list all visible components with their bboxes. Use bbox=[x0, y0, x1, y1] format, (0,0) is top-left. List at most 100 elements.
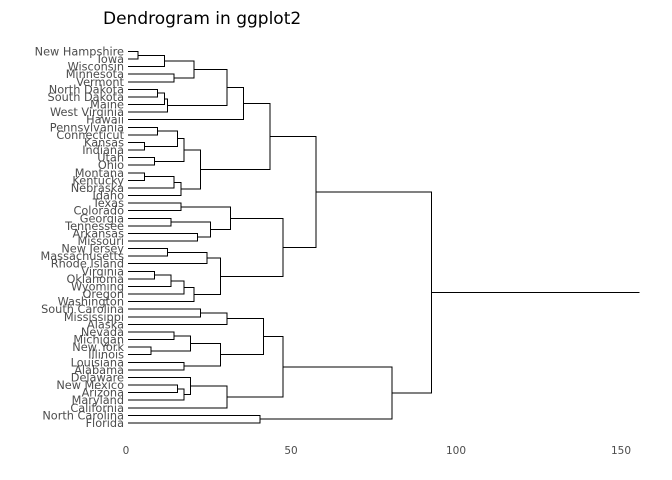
dendrogram-branches bbox=[128, 51, 640, 424]
branch-m16 bbox=[128, 176, 175, 189]
branch-m25 bbox=[128, 248, 169, 257]
leaf-labels: New HampshireIowaWisconsinMinnesotaVermo… bbox=[35, 46, 125, 430]
x-tick-label-50: 50 bbox=[284, 445, 297, 457]
branch-m07 bbox=[128, 98, 169, 113]
leaf-label-pennsylvania: Pennsylvania bbox=[50, 121, 124, 134]
branch-m13 bbox=[128, 157, 155, 166]
branch-m49 bbox=[316, 191, 433, 394]
branch-m36 bbox=[128, 331, 175, 341]
branch-m48 bbox=[260, 366, 393, 420]
branch-m33 bbox=[269, 136, 317, 248]
leaf-label-south-dakota: South Dakota bbox=[48, 91, 124, 104]
branch-m12 bbox=[144, 130, 178, 147]
branch-m42 bbox=[128, 384, 178, 394]
leaf-label-new-jersey: New Jersey bbox=[61, 243, 124, 256]
leaf-label-mississippi: Mississippi bbox=[64, 311, 124, 324]
leaf-label-west-virginia: West Virginia bbox=[50, 106, 124, 119]
branch-m24 bbox=[180, 206, 231, 231]
leaf-label-alabama: Alabama bbox=[74, 364, 124, 377]
chart-title: Dendrogram in ggplot2 bbox=[103, 9, 301, 29]
branch-m38 bbox=[151, 335, 192, 352]
leaf-label-north-carolina: North Carolina bbox=[42, 409, 124, 422]
leaf-label-kentucky: Kentucky bbox=[72, 174, 124, 187]
leaf-label-nebraska: Nebraska bbox=[71, 182, 124, 195]
branch-m09 bbox=[128, 87, 244, 121]
leaf-label-wyoming: Wyoming bbox=[71, 280, 124, 293]
branch-m40 bbox=[184, 342, 221, 367]
leaf-label-louisiana: Louisiana bbox=[71, 356, 124, 369]
branch-m21 bbox=[128, 217, 172, 227]
leaf-label-oregon: Oregon bbox=[83, 288, 124, 301]
branch-m46 bbox=[227, 336, 284, 398]
leaf-label-virginia: Virginia bbox=[81, 265, 124, 278]
branch-m14 bbox=[154, 138, 185, 162]
branch-m20 bbox=[128, 202, 182, 212]
branch-m35 bbox=[128, 312, 228, 325]
branch-m22 bbox=[128, 232, 198, 242]
x-axis-ticks: 0 50 100 150 bbox=[123, 445, 631, 457]
leaf-label-arkansas: Arkansas bbox=[73, 227, 125, 240]
leaf-label-north-dakota: North Dakota bbox=[49, 83, 124, 96]
branch-m10 bbox=[128, 126, 159, 136]
leaf-label-kansas: Kansas bbox=[84, 136, 124, 149]
branch-m23 bbox=[170, 221, 211, 238]
branch-m34 bbox=[128, 308, 202, 318]
leaf-label-georgia: Georgia bbox=[80, 212, 124, 225]
branch-m37 bbox=[128, 346, 152, 356]
branch-m15 bbox=[128, 172, 145, 181]
leaf-label-alaska: Alaska bbox=[87, 318, 124, 331]
leaf-label-california: California bbox=[70, 402, 124, 415]
branch-m17 bbox=[128, 181, 182, 197]
branch-m39 bbox=[128, 361, 185, 371]
leaf-label-delaware: Delaware bbox=[71, 371, 124, 384]
leaf-label-washington: Washington bbox=[58, 296, 124, 309]
leaf-label-iowa: Iowa bbox=[98, 53, 124, 66]
x-tick-label-0: 0 bbox=[123, 445, 130, 457]
leaf-label-florida: Florida bbox=[86, 417, 124, 430]
branch-m19 bbox=[200, 103, 271, 170]
leaf-label-connecticut: Connecticut bbox=[56, 129, 124, 142]
leaf-label-illinois: Illinois bbox=[88, 349, 124, 362]
leaf-label-maine: Maine bbox=[90, 99, 124, 112]
leaf-label-maryland: Maryland bbox=[72, 394, 124, 407]
leaf-label-idaho: Idaho bbox=[93, 190, 125, 203]
leaf-label-indiana: Indiana bbox=[82, 144, 124, 157]
leaf-label-colorado: Colorado bbox=[74, 205, 125, 218]
leaf-label-texas: Texas bbox=[92, 197, 124, 210]
branch-m11 bbox=[128, 141, 145, 151]
branch-m29 bbox=[128, 280, 185, 295]
branch-m08 bbox=[167, 69, 228, 107]
branch-m27 bbox=[128, 270, 155, 280]
leaf-label-wisconsin: Wisconsin bbox=[68, 61, 124, 74]
leaf-label-oklahoma: Oklahoma bbox=[67, 273, 125, 286]
leaf-label-utah: Utah bbox=[97, 152, 124, 165]
leaf-label-hawaii: Hawaii bbox=[86, 114, 124, 127]
leaf-label-vermont: Vermont bbox=[76, 76, 124, 89]
branch-m06 bbox=[128, 92, 165, 106]
branch-m05 bbox=[128, 88, 159, 98]
leaf-label-new-mexico: New Mexico bbox=[56, 379, 124, 392]
leaf-label-montana: Montana bbox=[75, 167, 124, 180]
leaf-label-missouri: Missouri bbox=[77, 235, 124, 248]
branch-m47 bbox=[128, 414, 261, 424]
branch-m03 bbox=[128, 73, 175, 83]
branch-m02 bbox=[128, 54, 165, 68]
x-tick-label-150: 150 bbox=[611, 445, 631, 457]
leaf-label-nevada: Nevada bbox=[81, 326, 124, 339]
branch-m44 bbox=[128, 376, 192, 395]
branch-m43 bbox=[128, 388, 185, 401]
branch-m01 bbox=[128, 51, 139, 60]
leaf-label-south-carolina: South Carolina bbox=[41, 303, 124, 316]
leaf-label-rhode-island: Rhode Island bbox=[51, 258, 124, 271]
x-tick-label-100: 100 bbox=[446, 445, 466, 457]
branch-m28 bbox=[128, 274, 172, 287]
leaf-label-arizona: Arizona bbox=[82, 387, 124, 400]
branch-m04 bbox=[164, 60, 195, 79]
leaf-label-michigan: Michigan bbox=[73, 334, 124, 347]
leaf-label-ohio: Ohio bbox=[98, 159, 124, 172]
leaf-label-new-york: New York bbox=[72, 341, 124, 354]
leaf-label-massachusetts: Massachusetts bbox=[41, 250, 125, 263]
leaf-label-minnesota: Minnesota bbox=[66, 68, 124, 81]
leaf-label-tennessee: Tennessee bbox=[64, 220, 124, 233]
